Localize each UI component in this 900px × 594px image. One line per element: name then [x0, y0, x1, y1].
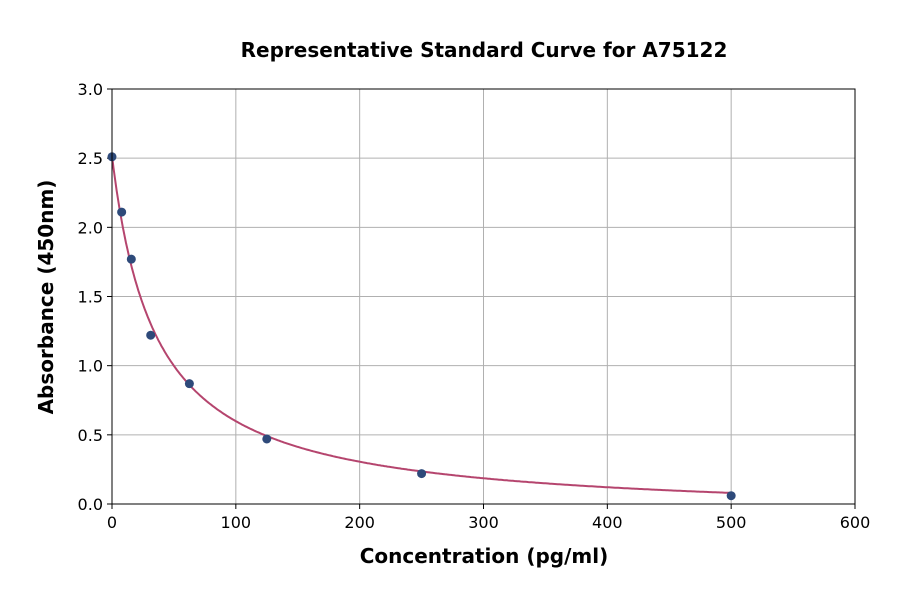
fit-curve — [111, 155, 732, 494]
y-tick-label: 1.0 — [78, 357, 103, 376]
y-axis-ticks: 0.0 0.5 1.0 1.5 2.0 2.5 3.0 — [78, 80, 112, 514]
x-tick-label: 200 — [344, 513, 375, 532]
x-tick-label: 400 — [592, 513, 623, 532]
data-point — [262, 434, 272, 444]
grid — [111, 88, 856, 505]
data-points — [107, 152, 736, 501]
plot-frame — [111, 88, 856, 505]
x-tick-label: 300 — [468, 513, 499, 532]
data-point — [417, 469, 427, 479]
x-tick-label: 600 — [840, 513, 871, 532]
x-tick-label: 0 — [107, 513, 117, 532]
y-tick-label: 0.5 — [78, 426, 103, 445]
data-point — [146, 330, 156, 340]
x-axis-ticks: 0 100 200 300 400 500 600 — [107, 504, 870, 532]
x-tick-label: 500 — [716, 513, 747, 532]
y-axis-label: Absorbance (450nm) — [34, 180, 58, 415]
data-point — [184, 379, 194, 389]
x-tick-label: 100 — [221, 513, 252, 532]
data-point — [126, 254, 136, 264]
y-tick-label: 2.0 — [78, 218, 103, 237]
data-point — [726, 491, 736, 501]
y-tick-label: 3.0 — [78, 80, 103, 99]
data-point — [117, 207, 127, 217]
y-tick-label: 2.5 — [78, 149, 103, 168]
chart-title: Representative Standard Curve for A75122 — [241, 38, 728, 62]
y-tick-label: 1.5 — [78, 288, 103, 307]
x-axis-label: Concentration (pg/ml) — [360, 544, 609, 568]
y-tick-label: 0.0 — [78, 495, 103, 514]
